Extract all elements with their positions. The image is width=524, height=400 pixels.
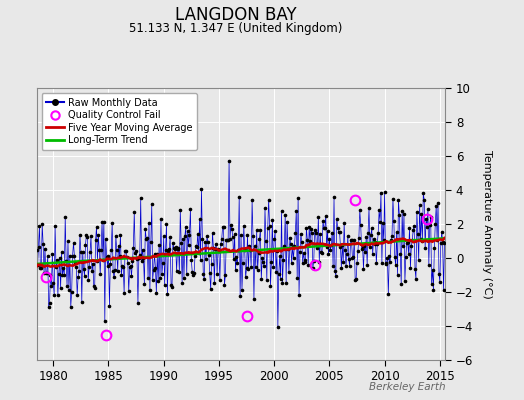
Text: LANGDON BAY: LANGDON BAY xyxy=(175,6,297,24)
Legend: Raw Monthly Data, Quality Control Fail, Five Year Moving Average, Long-Term Tren: Raw Monthly Data, Quality Control Fail, … xyxy=(41,93,197,150)
Text: 51.133 N, 1.347 E (United Kingdom): 51.133 N, 1.347 E (United Kingdom) xyxy=(129,22,343,35)
Y-axis label: Temperature Anomaly (°C): Temperature Anomaly (°C) xyxy=(482,150,492,298)
Text: Berkeley Earth: Berkeley Earth xyxy=(369,382,445,392)
